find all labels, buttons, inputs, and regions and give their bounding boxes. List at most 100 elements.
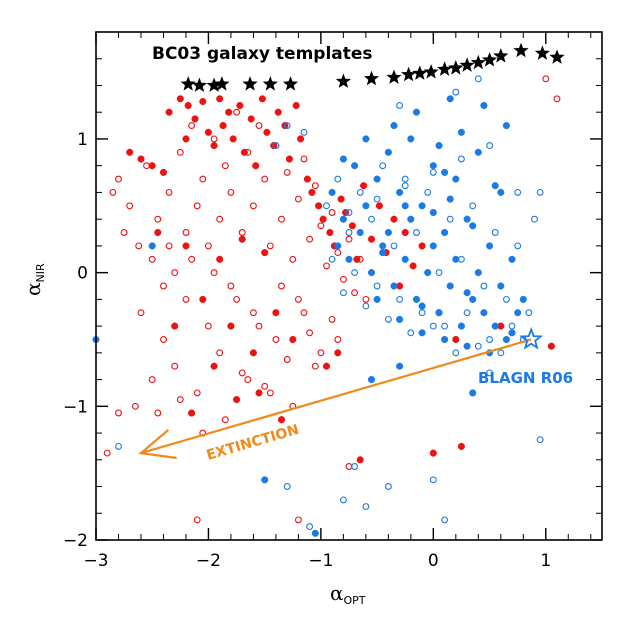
blue-filled-point: [373, 175, 381, 183]
red-open-point: [182, 295, 190, 303]
y-tick-label: 0: [77, 264, 88, 284]
red-filled-point: [457, 442, 465, 450]
blue-filled-point: [390, 122, 398, 130]
red-filled-point: [375, 202, 383, 210]
red-filled-point: [238, 235, 246, 243]
red-open-point: [188, 122, 196, 130]
axes: −3 −2 −1 0 1−2−101: [63, 31, 603, 571]
red-open-point: [188, 255, 196, 263]
blagn-star-marker: [519, 326, 544, 350]
blue-open-point: [401, 182, 409, 190]
red-filled-point: [216, 95, 224, 103]
blue-filled-point: [367, 269, 376, 277]
red-open-point: [283, 356, 291, 363]
blue-open-point: [356, 188, 364, 196]
red-open-point: [143, 162, 151, 170]
blue-filled-point: [502, 122, 510, 130]
red-open-point: [176, 396, 184, 404]
blue-open-point: [418, 309, 426, 317]
x-tick-label: −2: [196, 551, 221, 571]
blue-filled-point: [362, 135, 370, 143]
y-axis-title-sub: NIR: [34, 263, 47, 282]
blue-open-point: [407, 329, 415, 337]
blue-open-point: [429, 476, 437, 484]
red-filled-point: [233, 396, 241, 404]
red-open-point: [120, 229, 128, 236]
x-tick-label: 1: [540, 551, 551, 571]
bc03-star-marker: [180, 76, 196, 91]
red-filled-point: [429, 449, 437, 457]
blue-open-point: [452, 349, 460, 357]
blue-filled-point: [334, 242, 342, 250]
red-filled-point: [409, 262, 417, 270]
red-open-point: [244, 148, 252, 156]
blue-open-point: [480, 282, 488, 290]
red-filled-point: [188, 409, 196, 417]
blue-open-point: [323, 202, 330, 210]
red-open-point: [289, 255, 297, 263]
red-open-point: [193, 202, 201, 210]
blue-filled-point: [469, 389, 477, 397]
red-open-point: [249, 202, 257, 210]
red-filled-point: [191, 115, 199, 123]
blue-filled-point: [502, 335, 510, 344]
blue-filled-point: [435, 309, 443, 317]
red-open-point: [160, 336, 167, 343]
red-open-point: [154, 409, 162, 417]
blue-filled-point: [491, 322, 499, 330]
blue-filled-point: [519, 295, 527, 303]
red-filled-point: [263, 128, 271, 136]
blue-filled-point: [457, 322, 465, 330]
red-filled-point: [148, 162, 156, 170]
red-open-point: [311, 362, 319, 370]
red-open-point: [317, 349, 325, 357]
red-open-point: [165, 188, 173, 196]
blue-open-point: [514, 188, 522, 196]
red-filled-point: [337, 195, 345, 203]
red-open-point: [255, 122, 263, 130]
extinction-label: EXTINCTION: [205, 422, 301, 464]
red-filled-point: [137, 155, 145, 163]
red-open-point: [176, 148, 184, 156]
bc03-star-marker: [191, 77, 208, 92]
red-open-point: [311, 182, 319, 190]
red-filled-point: [258, 95, 266, 103]
red-open-point: [160, 282, 167, 290]
blue-open-point: [401, 175, 409, 183]
blue-open-point: [384, 315, 392, 323]
red-open-point: [266, 242, 274, 250]
blue-filled-point: [339, 155, 347, 163]
blue-open-point: [362, 503, 370, 511]
red-filled-point: [322, 362, 331, 370]
blue-filled-point: [514, 309, 522, 317]
blue-open-point: [531, 215, 538, 223]
red-open-point: [103, 449, 111, 457]
bc03-star-marker: [481, 52, 498, 67]
blagn-label: BLAGN R06: [478, 369, 573, 387]
red-open-point: [323, 262, 330, 270]
bc03-star-marker: [534, 45, 550, 60]
blue-filled-point: [457, 128, 465, 136]
extinction-arrow-shaft: [140, 338, 532, 455]
red-open-point: [300, 309, 308, 317]
red-open-point: [154, 215, 162, 223]
red-open-point: [126, 202, 134, 210]
blue-filled-point: [463, 342, 471, 350]
red-open-point: [216, 215, 224, 223]
red-filled-point: [285, 155, 293, 163]
blue-open-point: [373, 282, 381, 290]
red-filled-point: [182, 135, 190, 143]
red-filled-point: [159, 168, 168, 176]
y-tick-label: −2: [63, 531, 88, 551]
red-open-point: [278, 282, 285, 290]
red-filled-point: [401, 228, 409, 237]
blue-open-point: [334, 175, 342, 183]
blue-open-point: [362, 302, 370, 310]
blue-filled-point: [480, 101, 488, 110]
blue-filled-point: [429, 208, 437, 217]
red-open-point: [306, 329, 314, 337]
red-open-point: [233, 295, 241, 303]
bc03-star-marker: [242, 76, 258, 91]
blue-open-point: [525, 309, 533, 317]
